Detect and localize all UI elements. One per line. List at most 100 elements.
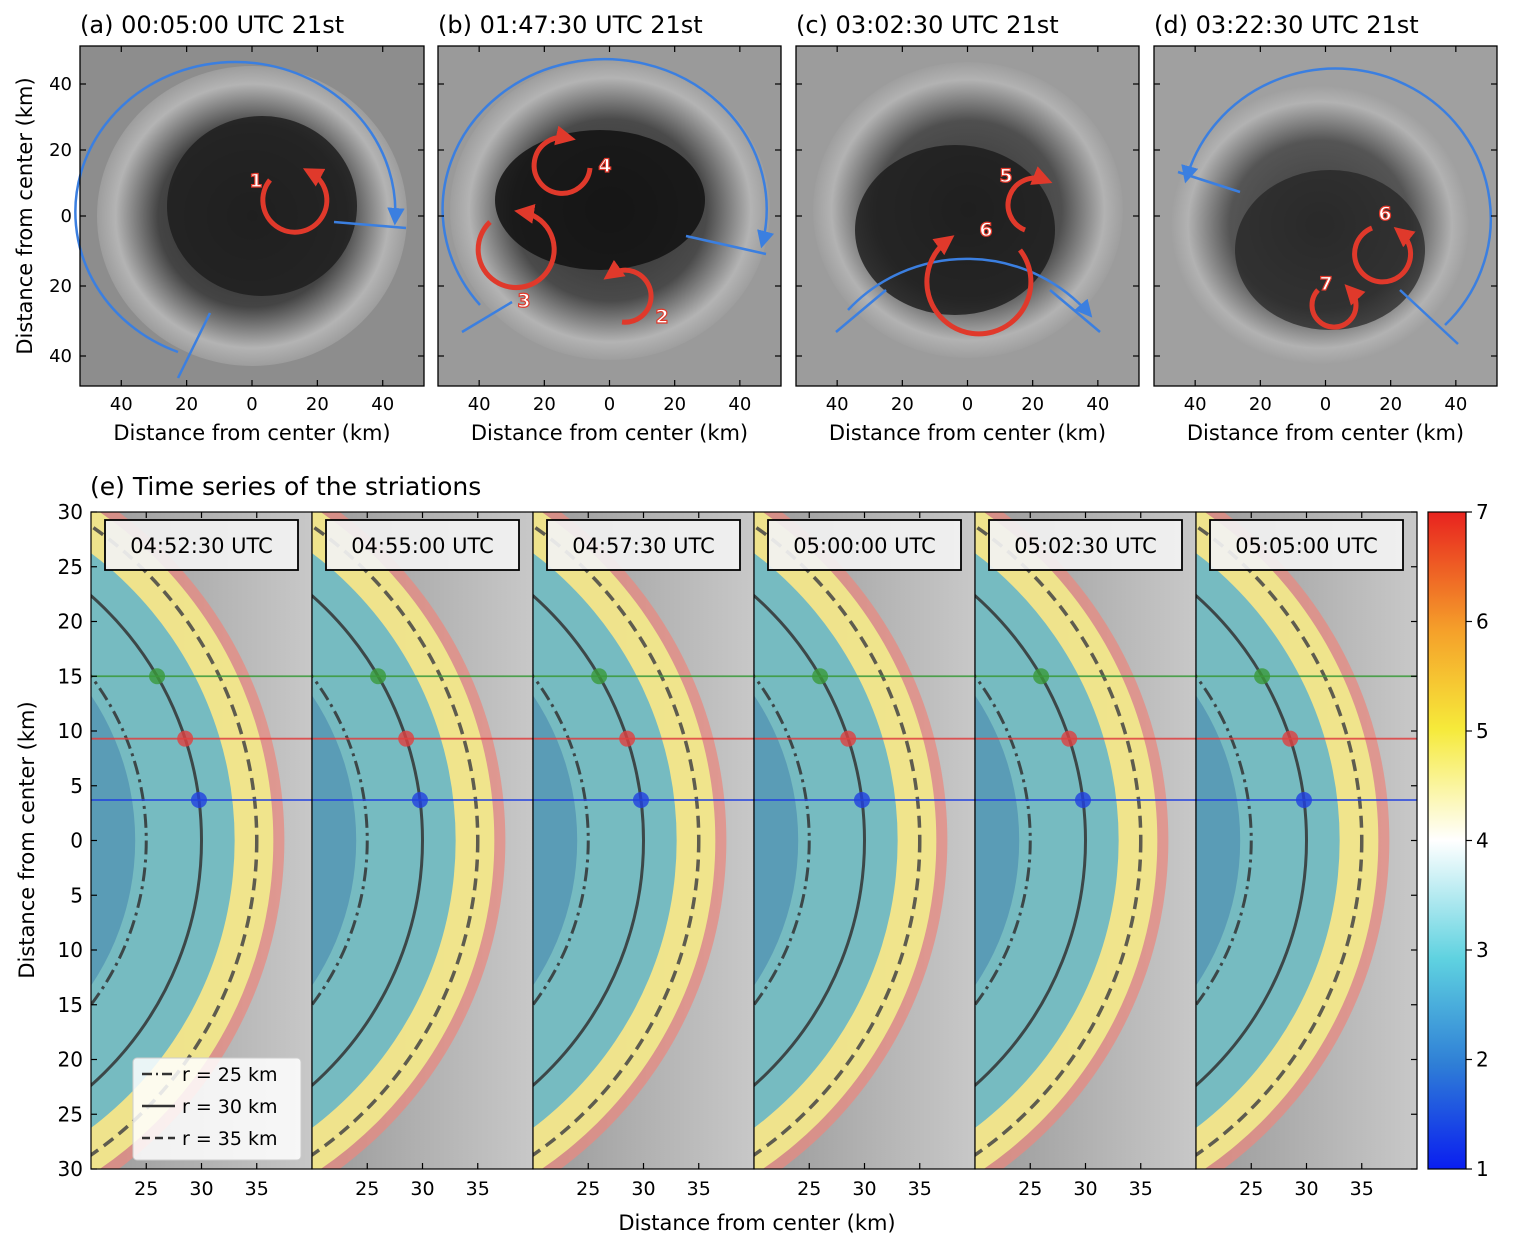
striation-marker <box>149 668 166 685</box>
time-label-box <box>1209 519 1404 571</box>
circle-r25 <box>975 673 1032 1008</box>
bottom-y-tick-label: 20 <box>58 610 83 634</box>
panel-c-vortex-5 <box>1005 166 1053 233</box>
striation-marker <box>853 791 870 808</box>
panel-d-vortex-label-6: 6 <box>1378 203 1391 225</box>
panel-c-vortex-label-6: 6 <box>979 219 992 241</box>
time-label: 05:02:30 UTC <box>1014 534 1157 558</box>
bottom-y-tick-label: 25 <box>58 555 83 579</box>
circle-r30 <box>91 593 203 1088</box>
striation-marker <box>1295 791 1312 808</box>
top-x-tick-label: 40 <box>468 394 491 415</box>
bottom-y-tick-label: 10 <box>58 938 83 962</box>
circle-r25 <box>754 673 811 1008</box>
legend-label-r25: r = 25 km <box>182 1064 278 1086</box>
time-label: 05:00:00 UTC <box>793 534 936 558</box>
top-y-tick-label: 40 <box>49 74 72 95</box>
bottom-y-tick-label: 15 <box>58 664 83 688</box>
circle-r30 <box>1196 593 1308 1088</box>
top-y-tick-label: 0 <box>61 206 72 227</box>
panel-b-eye <box>495 130 705 270</box>
legend-label-r30: r = 30 km <box>182 1096 278 1118</box>
legend-label-r35: r = 35 km <box>182 1128 278 1150</box>
circle-r30 <box>533 593 645 1088</box>
bottom-y-tick-label: 30 <box>58 500 83 524</box>
eye-core <box>975 695 1020 986</box>
panel-d-vortex-label-7: 7 <box>1319 273 1332 295</box>
circle-r30 <box>754 593 866 1088</box>
striation-marker <box>177 730 194 747</box>
time-label-box <box>767 519 962 571</box>
bottom-x-tick-label: 30 <box>1073 1178 1097 1200</box>
top-y-tick-label: 20 <box>49 276 72 297</box>
circle-r30 <box>975 593 1087 1088</box>
eye-interior <box>312 553 456 1128</box>
panel-a: (a) 00:05:00 UTC 21st 1 <box>74 11 424 386</box>
top-x-tick-label: 0 <box>604 394 615 415</box>
bottom-xlabel: Distance from center (km) <box>618 1211 895 1235</box>
top-x-tick-label: 40 <box>728 394 751 415</box>
striation-marker <box>812 668 829 685</box>
striation-marker <box>1282 730 1299 747</box>
panel-d-blue-arrow <box>1181 67 1493 326</box>
panel-d-eye <box>1235 170 1425 330</box>
panel-b-vortex-4 <box>531 125 593 196</box>
bottom-x-tick-label: 35 <box>908 1178 932 1200</box>
bottom-y-tick-label: 0 <box>70 829 83 853</box>
legend: r = 25 km r = 30 km r = 35 km <box>132 1057 302 1161</box>
top-x-tick-label: 20 <box>1249 394 1272 415</box>
panel-c: (c) 03:02:30 UTC 21st 5 6 <box>796 11 1139 386</box>
panel-a-vortex-1 <box>260 168 330 235</box>
striation-marker <box>591 668 608 685</box>
top-xlabel: Distance from center (km) <box>829 421 1106 445</box>
colorbar-tick-label: 4 <box>1476 829 1489 853</box>
bottom-x-tick-label: 25 <box>355 1178 379 1200</box>
bottom-y-tick-label: 5 <box>70 883 83 907</box>
top-x-tick-label: 20 <box>1379 394 1402 415</box>
time-label: 05:05:00 UTC <box>1235 534 1378 558</box>
top-ylabel: Distance from center (km) <box>13 77 37 354</box>
panel-a-blue-line-1 <box>333 220 407 230</box>
top-y-tick-label: 40 <box>49 346 72 367</box>
top-x-tick-label: 0 <box>962 394 973 415</box>
panel-d: (d) 03:22:30 UTC 21st 6 7 <box>1154 11 1497 386</box>
top-x-tick-label: 0 <box>246 394 257 415</box>
bottom-x-tick-label: 35 <box>466 1178 490 1200</box>
striation-marker <box>840 730 857 747</box>
panel-c-eye <box>855 145 1055 315</box>
colorbar-tick-label: 7 <box>1476 500 1489 524</box>
top-x-tick-label: 20 <box>1021 394 1044 415</box>
panel-c-blue-line-2 <box>1049 289 1101 333</box>
strip-3 <box>533 512 754 1169</box>
top-x-tick-label: 40 <box>110 394 133 415</box>
eye-interior <box>91 553 235 1128</box>
striation-marker <box>398 730 415 747</box>
time-label: 04:57:30 UTC <box>572 534 715 558</box>
bottom-x-tick-label: 30 <box>1294 1178 1318 1200</box>
top-x-tick-label: 40 <box>1444 394 1467 415</box>
panel-b-vortex-2 <box>603 259 654 325</box>
circle-r35 <box>312 523 480 1158</box>
panel-b-vortex-label-4: 4 <box>598 155 611 177</box>
top-x-tick-label: 20 <box>533 394 556 415</box>
panel-b-blue-line-1 <box>685 234 767 256</box>
top-x-tick-label: 40 <box>371 394 394 415</box>
eye-interior <box>975 553 1119 1128</box>
colorbar-tick-label: 2 <box>1476 1048 1489 1072</box>
colorbar-tick-label: 5 <box>1476 719 1489 743</box>
striation-marker <box>190 791 207 808</box>
panel-b: (b) 01:47:30 UTC 21st 4 3 2 <box>438 11 781 386</box>
circle-r35 <box>533 523 701 1158</box>
bottom-x-tick-label: 25 <box>1018 1178 1042 1200</box>
panel-b-blue-line-2 <box>461 300 513 334</box>
panel-b-title: (b) 01:47:30 UTC 21st <box>438 11 703 39</box>
striation-marker <box>1061 730 1078 747</box>
circle-r25 <box>312 673 369 1008</box>
bottom-y-tick-label: 25 <box>58 1102 83 1126</box>
panel-b-vortex-label-3: 3 <box>517 290 530 312</box>
panel-a-title: (a) 00:05:00 UTC 21st <box>80 11 344 39</box>
panel-b-blue-arrow <box>441 57 775 306</box>
panel-c-blue-arrow-1 <box>847 257 1093 318</box>
top-x-tick-label: 20 <box>663 394 686 415</box>
bottom-x-tick-label: 30 <box>852 1178 876 1200</box>
